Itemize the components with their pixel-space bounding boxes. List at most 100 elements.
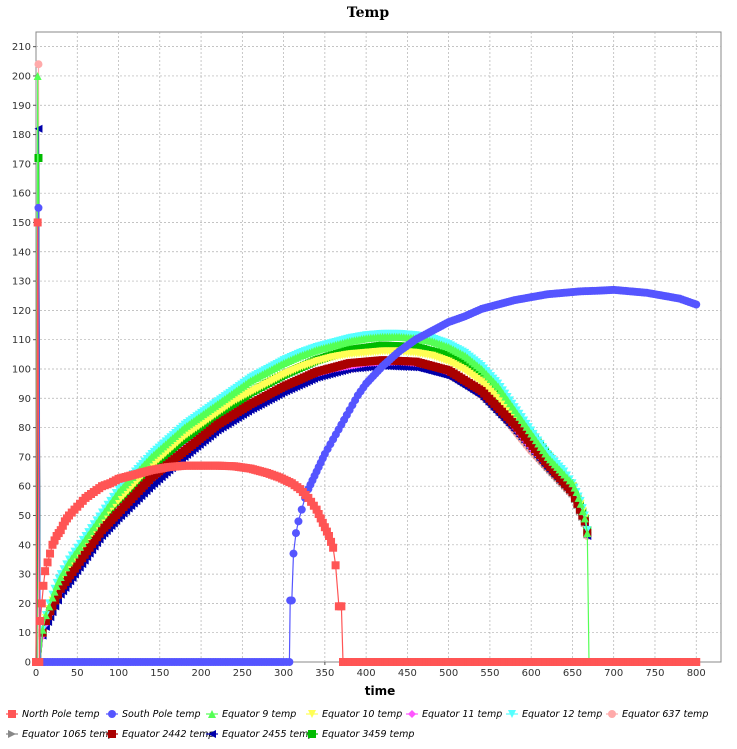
legend-label: Equator 10 temp [322, 709, 402, 720]
data-point [578, 511, 587, 520]
legend-label: Equator 1065 temp [22, 729, 114, 740]
data-point [297, 505, 306, 514]
legend-marker [208, 730, 216, 738]
data-point [570, 493, 579, 502]
data-point [322, 527, 331, 536]
data-point [52, 581, 61, 590]
data-point [34, 203, 43, 212]
x-tick-label: 250 [233, 668, 252, 679]
data-point [320, 523, 329, 532]
legend-marker [8, 730, 16, 738]
legend-item-equator-3459-temp: Equator 3459 temp [306, 729, 414, 740]
legend-label: Equator 11 temp [422, 709, 502, 720]
y-tick-label: 170 [12, 159, 31, 170]
data-point [312, 505, 321, 514]
legend-label: North Pole temp [22, 709, 100, 720]
data-point [33, 218, 42, 227]
axes: 0 50 100 150 200 250 300 350 400 450 500 550 600 650 7… [12, 42, 706, 679]
data-point [58, 521, 67, 530]
x-tick-label: 650 [563, 668, 582, 679]
data-point [289, 549, 298, 558]
data-point [331, 561, 340, 570]
y-tick-label: 120 [12, 306, 31, 317]
grid [36, 32, 721, 662]
legend: North Pole temp South Pole temp Equator 9 … [6, 709, 708, 740]
data-point [50, 536, 59, 545]
legend-marker [108, 710, 116, 718]
data-point [576, 499, 585, 508]
data-point [692, 658, 701, 666]
data-point [291, 529, 300, 538]
data-point [285, 658, 294, 666]
legend-item-equator-10-temp: Equator 10 temp [306, 709, 402, 720]
y-tick-label: 180 [12, 130, 31, 141]
y-tick-label: 30 [18, 570, 31, 581]
y-tick-label: 0 [25, 658, 31, 669]
legend-item-equator-2442-temp: Equator 2442 temp [106, 729, 214, 740]
x-tick-label: 700 [604, 668, 623, 679]
legend-label: Equator 3459 temp [322, 729, 414, 740]
data-point [314, 510, 323, 519]
data-point [38, 625, 47, 634]
y-tick-label: 80 [18, 423, 31, 434]
y-tick-label: 150 [12, 218, 31, 229]
legend-marker [408, 710, 416, 718]
data-point [580, 514, 589, 523]
data-point [39, 581, 48, 590]
y-tick-label: 90 [18, 394, 31, 405]
y-tick-label: 70 [18, 452, 31, 463]
series-north-pole-temp [32, 218, 701, 666]
y-tick-label: 130 [12, 277, 31, 288]
y-tick-label: 160 [12, 189, 31, 200]
data-point [41, 616, 50, 625]
chart-title: Temp [347, 5, 390, 21]
legend-label: South Pole temp [122, 709, 201, 720]
y-tick-label: 40 [18, 540, 31, 551]
legend-item-south-pole-temp: South Pole temp [106, 709, 201, 720]
y-tick-label: 210 [12, 42, 31, 53]
data-point [41, 567, 50, 576]
x-tick-label: 150 [150, 668, 169, 679]
data-point [56, 526, 65, 535]
legend-marker [308, 730, 316, 738]
y-tick-label: 50 [18, 511, 31, 522]
x-tick-label: 450 [398, 668, 417, 679]
legend-marker [208, 710, 216, 718]
x-tick-label: 200 [192, 668, 211, 679]
x-tick-label: 750 [645, 668, 664, 679]
x-tick-label: 600 [522, 668, 541, 679]
data-point [575, 505, 584, 514]
legend-label: Equator 2455 temp [222, 729, 314, 740]
data-point [59, 568, 68, 577]
series-equator-9-temp [32, 71, 593, 666]
series-south-pole-temp [32, 203, 701, 666]
data-point [50, 587, 59, 596]
x-tick-label: 0 [33, 668, 39, 679]
data-point [35, 658, 44, 666]
y-tick-label: 140 [12, 247, 31, 258]
legend-marker [8, 710, 16, 718]
data-point [48, 602, 57, 611]
legend-marker [308, 710, 316, 718]
data-point [34, 60, 43, 69]
legend-marker [508, 710, 516, 718]
legend-item-equator-12-temp: Equator 12 temp [506, 709, 602, 720]
data-point [62, 563, 71, 572]
x-tick-label: 100 [109, 668, 128, 679]
legend-label: Equator 12 temp [522, 709, 602, 720]
data-point [316, 514, 325, 523]
data-point [48, 593, 57, 602]
data-point [37, 599, 46, 608]
data-point [337, 602, 346, 611]
data-point [327, 537, 336, 546]
x-tick-label: 300 [274, 668, 293, 679]
data-point [568, 488, 577, 497]
data-point [48, 540, 57, 549]
legend-item-equator-637-temp: Equator 637 temp [606, 709, 708, 720]
data-point [46, 549, 55, 558]
x-tick-label: 50 [71, 668, 84, 679]
legend-marker [608, 710, 616, 718]
data-point [583, 529, 592, 538]
